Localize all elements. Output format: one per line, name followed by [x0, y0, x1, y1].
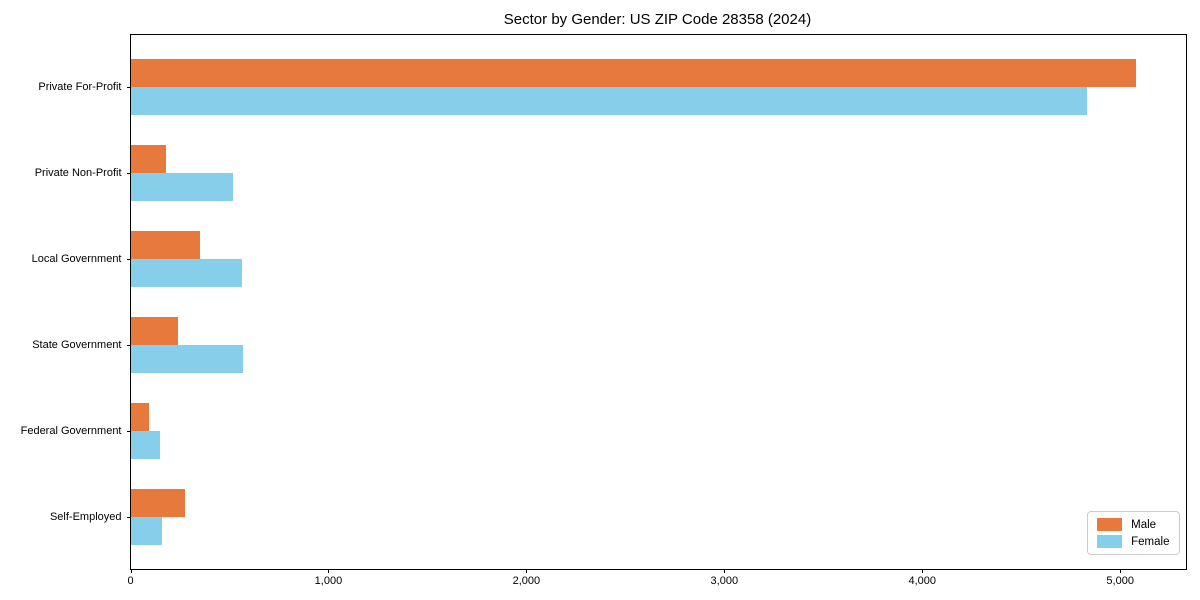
y-tick-mark — [126, 431, 131, 433]
x-tick-mark — [328, 569, 330, 573]
y-tick-mark — [126, 172, 131, 174]
bar-male-private-non-profit — [130, 144, 167, 173]
bar-female-local-government — [130, 258, 243, 287]
x-tick-label-5-000: 5,000 — [1106, 575, 1134, 587]
x-tick-mark — [1120, 569, 1122, 573]
x-tick-label-1-000: 1,000 — [314, 575, 343, 587]
bar-male-federal-government — [130, 403, 150, 432]
x-tick-label-3-000: 3,000 — [710, 575, 739, 587]
y-tick-mark — [126, 86, 131, 88]
x-tick-label-2-000: 2,000 — [512, 575, 541, 587]
y-tick-label-local-government: Local Government — [31, 252, 122, 265]
y-tick-mark — [126, 517, 131, 519]
y-tick-label-self-employed: Self-Employed — [49, 511, 122, 524]
y-tick-label-federal-government: Federal Government — [20, 425, 122, 438]
bar-female-self-employed — [130, 517, 163, 546]
bar-female-federal-government — [130, 431, 161, 460]
x-tick-mark — [526, 569, 528, 573]
x-tick-mark — [130, 569, 132, 573]
legend-label-male: Male — [1131, 518, 1157, 531]
y-tick-label-state-government: State Government — [32, 339, 122, 352]
legend: Male Female — [1087, 511, 1180, 555]
y-tick-label-private-for-profit: Private For-Profit — [38, 80, 122, 93]
legend-entry-female: Female — [1097, 535, 1170, 548]
y-tick-mark — [126, 258, 131, 260]
legend-swatch-male — [1097, 518, 1123, 531]
plot-area: Private For-Profit Private Non-Profit Loca… — [21, 34, 1187, 587]
bar-male-private-for-profit — [130, 58, 1137, 87]
bar-female-private-for-profit — [130, 86, 1087, 115]
legend-label-female: Female — [1131, 535, 1170, 548]
legend-entry-male: Male — [1097, 518, 1169, 531]
bar-male-state-government — [130, 317, 178, 346]
bar-female-state-government — [130, 345, 244, 374]
legend-swatch-female — [1097, 535, 1123, 548]
bar-male-self-employed — [130, 489, 185, 518]
x-tick-label-0: 0 — [127, 575, 134, 587]
bar-female-private-non-profit — [130, 172, 234, 201]
y-tick-label-private-non-profit: Private Non-Profit — [34, 166, 122, 179]
bar-male-local-government — [130, 230, 200, 259]
x-tick-mark — [922, 569, 924, 573]
chart-title: Sector by Gender: US ZIP Code 28358 (202… — [503, 11, 812, 28]
x-tick-label-4-000: 4,000 — [908, 575, 936, 587]
y-tick-mark — [126, 345, 131, 347]
x-tick-mark — [724, 569, 726, 573]
